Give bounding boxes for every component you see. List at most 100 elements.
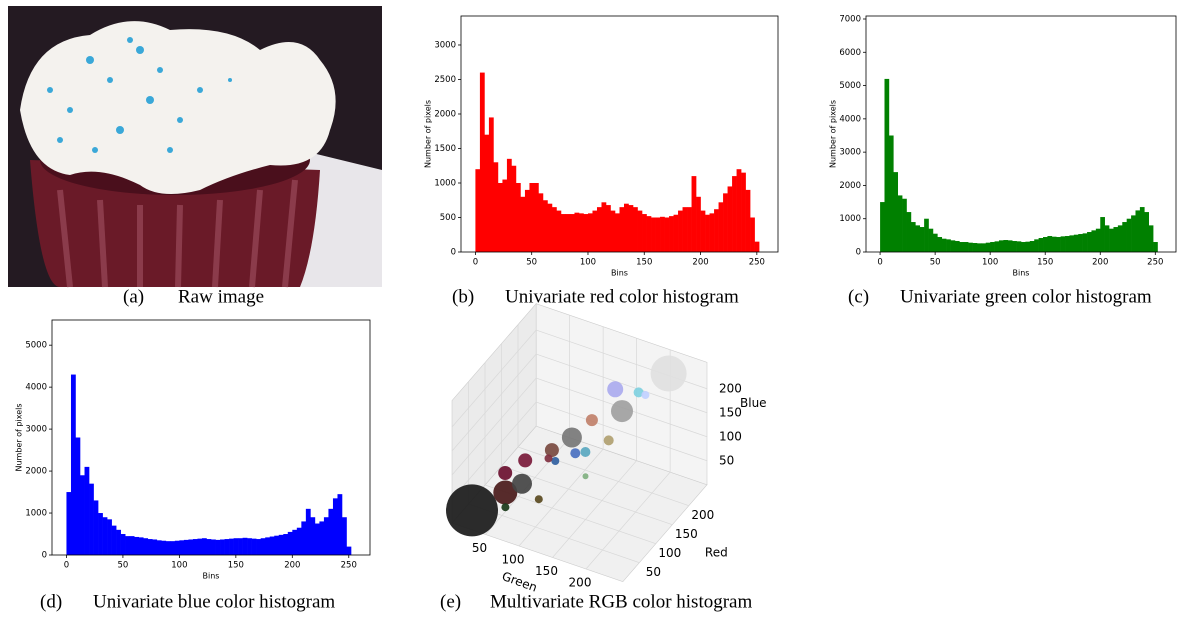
bar — [986, 243, 991, 252]
bar — [1039, 238, 1044, 252]
bar — [193, 539, 198, 555]
bar — [1021, 242, 1026, 252]
bar — [723, 193, 728, 252]
point — [498, 466, 512, 480]
bar — [134, 537, 139, 555]
bar — [265, 537, 270, 555]
bar — [1030, 241, 1035, 252]
bar — [315, 524, 320, 555]
point — [580, 447, 590, 457]
bar — [1025, 242, 1030, 252]
bar — [202, 538, 207, 555]
bar — [669, 216, 674, 252]
z-tick-label: 50 — [719, 453, 734, 467]
bar — [579, 213, 584, 252]
caption: Univariate green color histogram — [900, 286, 1152, 307]
x-tick-label: 150 — [535, 564, 558, 578]
bar — [98, 513, 103, 555]
y-axis-label: Number of pixels — [15, 403, 24, 471]
bar — [252, 539, 257, 555]
bar — [1083, 233, 1088, 252]
bar — [1065, 236, 1070, 252]
bar — [211, 539, 216, 555]
point — [604, 435, 614, 445]
raw-image — [8, 6, 382, 287]
x-axis-label: Bins — [611, 269, 628, 278]
y-tick-label: 1000 — [434, 178, 456, 188]
y-tick-label: 2000 — [839, 181, 861, 191]
point — [512, 474, 532, 494]
bar — [116, 530, 121, 555]
z-tick-label: 200 — [719, 381, 742, 395]
bar — [911, 222, 916, 252]
bar — [306, 509, 311, 555]
point — [570, 448, 580, 458]
bar — [741, 173, 746, 252]
bar — [937, 237, 942, 252]
x-tick-label: 250 — [749, 258, 765, 268]
bar — [516, 183, 521, 252]
point — [446, 484, 498, 536]
bar — [1074, 235, 1079, 252]
x-tick-label: 200 — [284, 561, 300, 571]
point — [551, 457, 559, 465]
point — [651, 356, 687, 392]
bar — [1100, 217, 1105, 252]
bar — [188, 539, 193, 555]
bar — [520, 197, 525, 252]
bar — [929, 229, 934, 252]
bar — [651, 217, 656, 252]
caption: Multivariate RGB color histogram — [490, 591, 752, 612]
x-tick-label: 100 — [982, 258, 998, 268]
caption: Raw image — [178, 286, 264, 307]
bar — [225, 539, 230, 555]
bar — [574, 213, 579, 252]
bar — [552, 207, 557, 252]
bar — [907, 212, 912, 252]
point — [583, 473, 589, 479]
y-tick-label: 7000 — [839, 14, 861, 24]
bar — [112, 526, 117, 555]
y-axis-label: Number of pixels — [829, 100, 838, 168]
bar — [310, 517, 315, 555]
bar — [977, 243, 982, 252]
bar — [973, 243, 978, 252]
y-tick-label: 0 — [856, 248, 861, 258]
bar — [570, 214, 575, 252]
bar — [1140, 207, 1145, 252]
bar — [1149, 225, 1154, 252]
bar — [234, 538, 239, 555]
bar — [543, 200, 548, 252]
bar — [656, 217, 661, 252]
bar — [678, 211, 683, 252]
figure: (a) Raw image 05010015020025005001000150… — [0, 0, 1178, 617]
y-tick-label: 2500 — [434, 75, 456, 85]
bar — [66, 492, 71, 555]
bar — [139, 537, 144, 555]
y-tick-label: 1000 — [25, 509, 47, 519]
caption-label: (b) — [452, 286, 474, 307]
bar — [1017, 241, 1022, 252]
bar — [601, 202, 606, 252]
bar — [1043, 237, 1048, 252]
bar — [924, 219, 929, 252]
bar — [633, 207, 638, 252]
bar — [1078, 234, 1083, 252]
caption-label: (a) — [123, 286, 144, 307]
bar — [1052, 237, 1057, 252]
bar — [502, 180, 507, 252]
bar — [1061, 236, 1066, 252]
bar — [342, 517, 347, 555]
y-tick-label: 3000 — [25, 425, 47, 435]
point — [641, 391, 649, 399]
bar — [583, 214, 588, 252]
bar — [166, 541, 171, 555]
x-tick-label: 0 — [473, 258, 478, 268]
bar — [511, 166, 516, 252]
bar — [274, 536, 279, 555]
bar — [719, 202, 724, 252]
point — [586, 414, 598, 426]
bar — [148, 539, 153, 555]
bar — [955, 241, 960, 252]
bar — [889, 135, 894, 252]
